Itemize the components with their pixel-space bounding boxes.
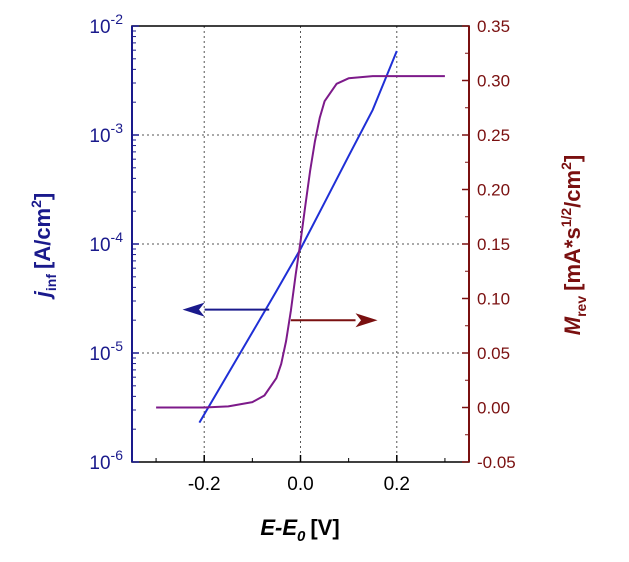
grid-lines <box>132 26 469 462</box>
left-tick-label: 10-4 <box>89 229 123 256</box>
bottom-tick-label: 0.2 <box>384 474 410 495</box>
x-axis-label-main: E-E <box>260 515 298 540</box>
right-axis-label-sup-b: 2 <box>558 162 574 170</box>
x-axis-label-sub: 0 <box>297 528 306 545</box>
right-axis-label: Mrev [mA*s1/2/cm2] <box>558 155 589 335</box>
right-tick-label: 0.00 <box>477 399 510 418</box>
left-axis-label-main: j <box>30 290 55 300</box>
right-axis-label-unit-a: [mA*s <box>560 227 585 291</box>
left-tick-label: 10-5 <box>89 338 123 365</box>
series-line-2 <box>156 75 445 409</box>
arrow-head-2 <box>355 313 378 328</box>
annotation-arrows <box>182 302 378 328</box>
bottom-axis-ticks: -0.2 0.0 0.2 <box>155 455 446 495</box>
left-axis-label-unit: [A/cm <box>30 208 55 269</box>
bottom-tick-label: -0.2 <box>188 474 221 495</box>
left-axis-ticks: 10-6 10-5 10-4 10-3 10-2 <box>89 11 139 474</box>
left-axis-label-sub: inf <box>43 274 59 291</box>
right-axis-label-sub: rev <box>573 296 589 317</box>
x-axis-label-unit: [V] <box>310 515 339 540</box>
left-axis-label-sup: 2 <box>28 200 44 208</box>
left-tick-label: 10-2 <box>89 11 123 38</box>
arrow-head-1 <box>182 302 205 317</box>
right-tick-label: 0.35 <box>477 17 510 36</box>
series-layer <box>156 50 445 424</box>
bottom-tick-label: 0.0 <box>287 474 313 495</box>
right-tick-label: 0.15 <box>477 235 510 254</box>
right-axis-label-main: M <box>560 316 585 335</box>
right-tick-label: 0.10 <box>477 290 510 309</box>
right-tick-label: 0.30 <box>477 72 510 91</box>
right-tick-label: 0.05 <box>477 344 510 363</box>
left-axis-label-close: ] <box>30 193 55 200</box>
right-axis-label-sup-a: 1/2 <box>558 208 574 228</box>
x-axis-label: E-E0 [V] <box>260 515 339 545</box>
left-tick-label: 10-3 <box>89 120 123 147</box>
right-tick-label: -0.05 <box>477 453 516 472</box>
left-axis-label: jinf [A/cm2] <box>28 193 59 300</box>
right-axis-label-close: ] <box>560 155 585 162</box>
right-axis-label-unit-b: /cm <box>560 170 585 208</box>
right-axis-ticks: -0.05 0.00 0.05 0.10 0.15 0.20 0.25 0.30 0.35 <box>462 17 516 472</box>
right-tick-label: 0.20 <box>477 181 510 200</box>
right-tick-label: 0.25 <box>477 126 510 145</box>
left-tick-label: 10-6 <box>89 447 123 474</box>
series-line-1 <box>198 50 398 424</box>
